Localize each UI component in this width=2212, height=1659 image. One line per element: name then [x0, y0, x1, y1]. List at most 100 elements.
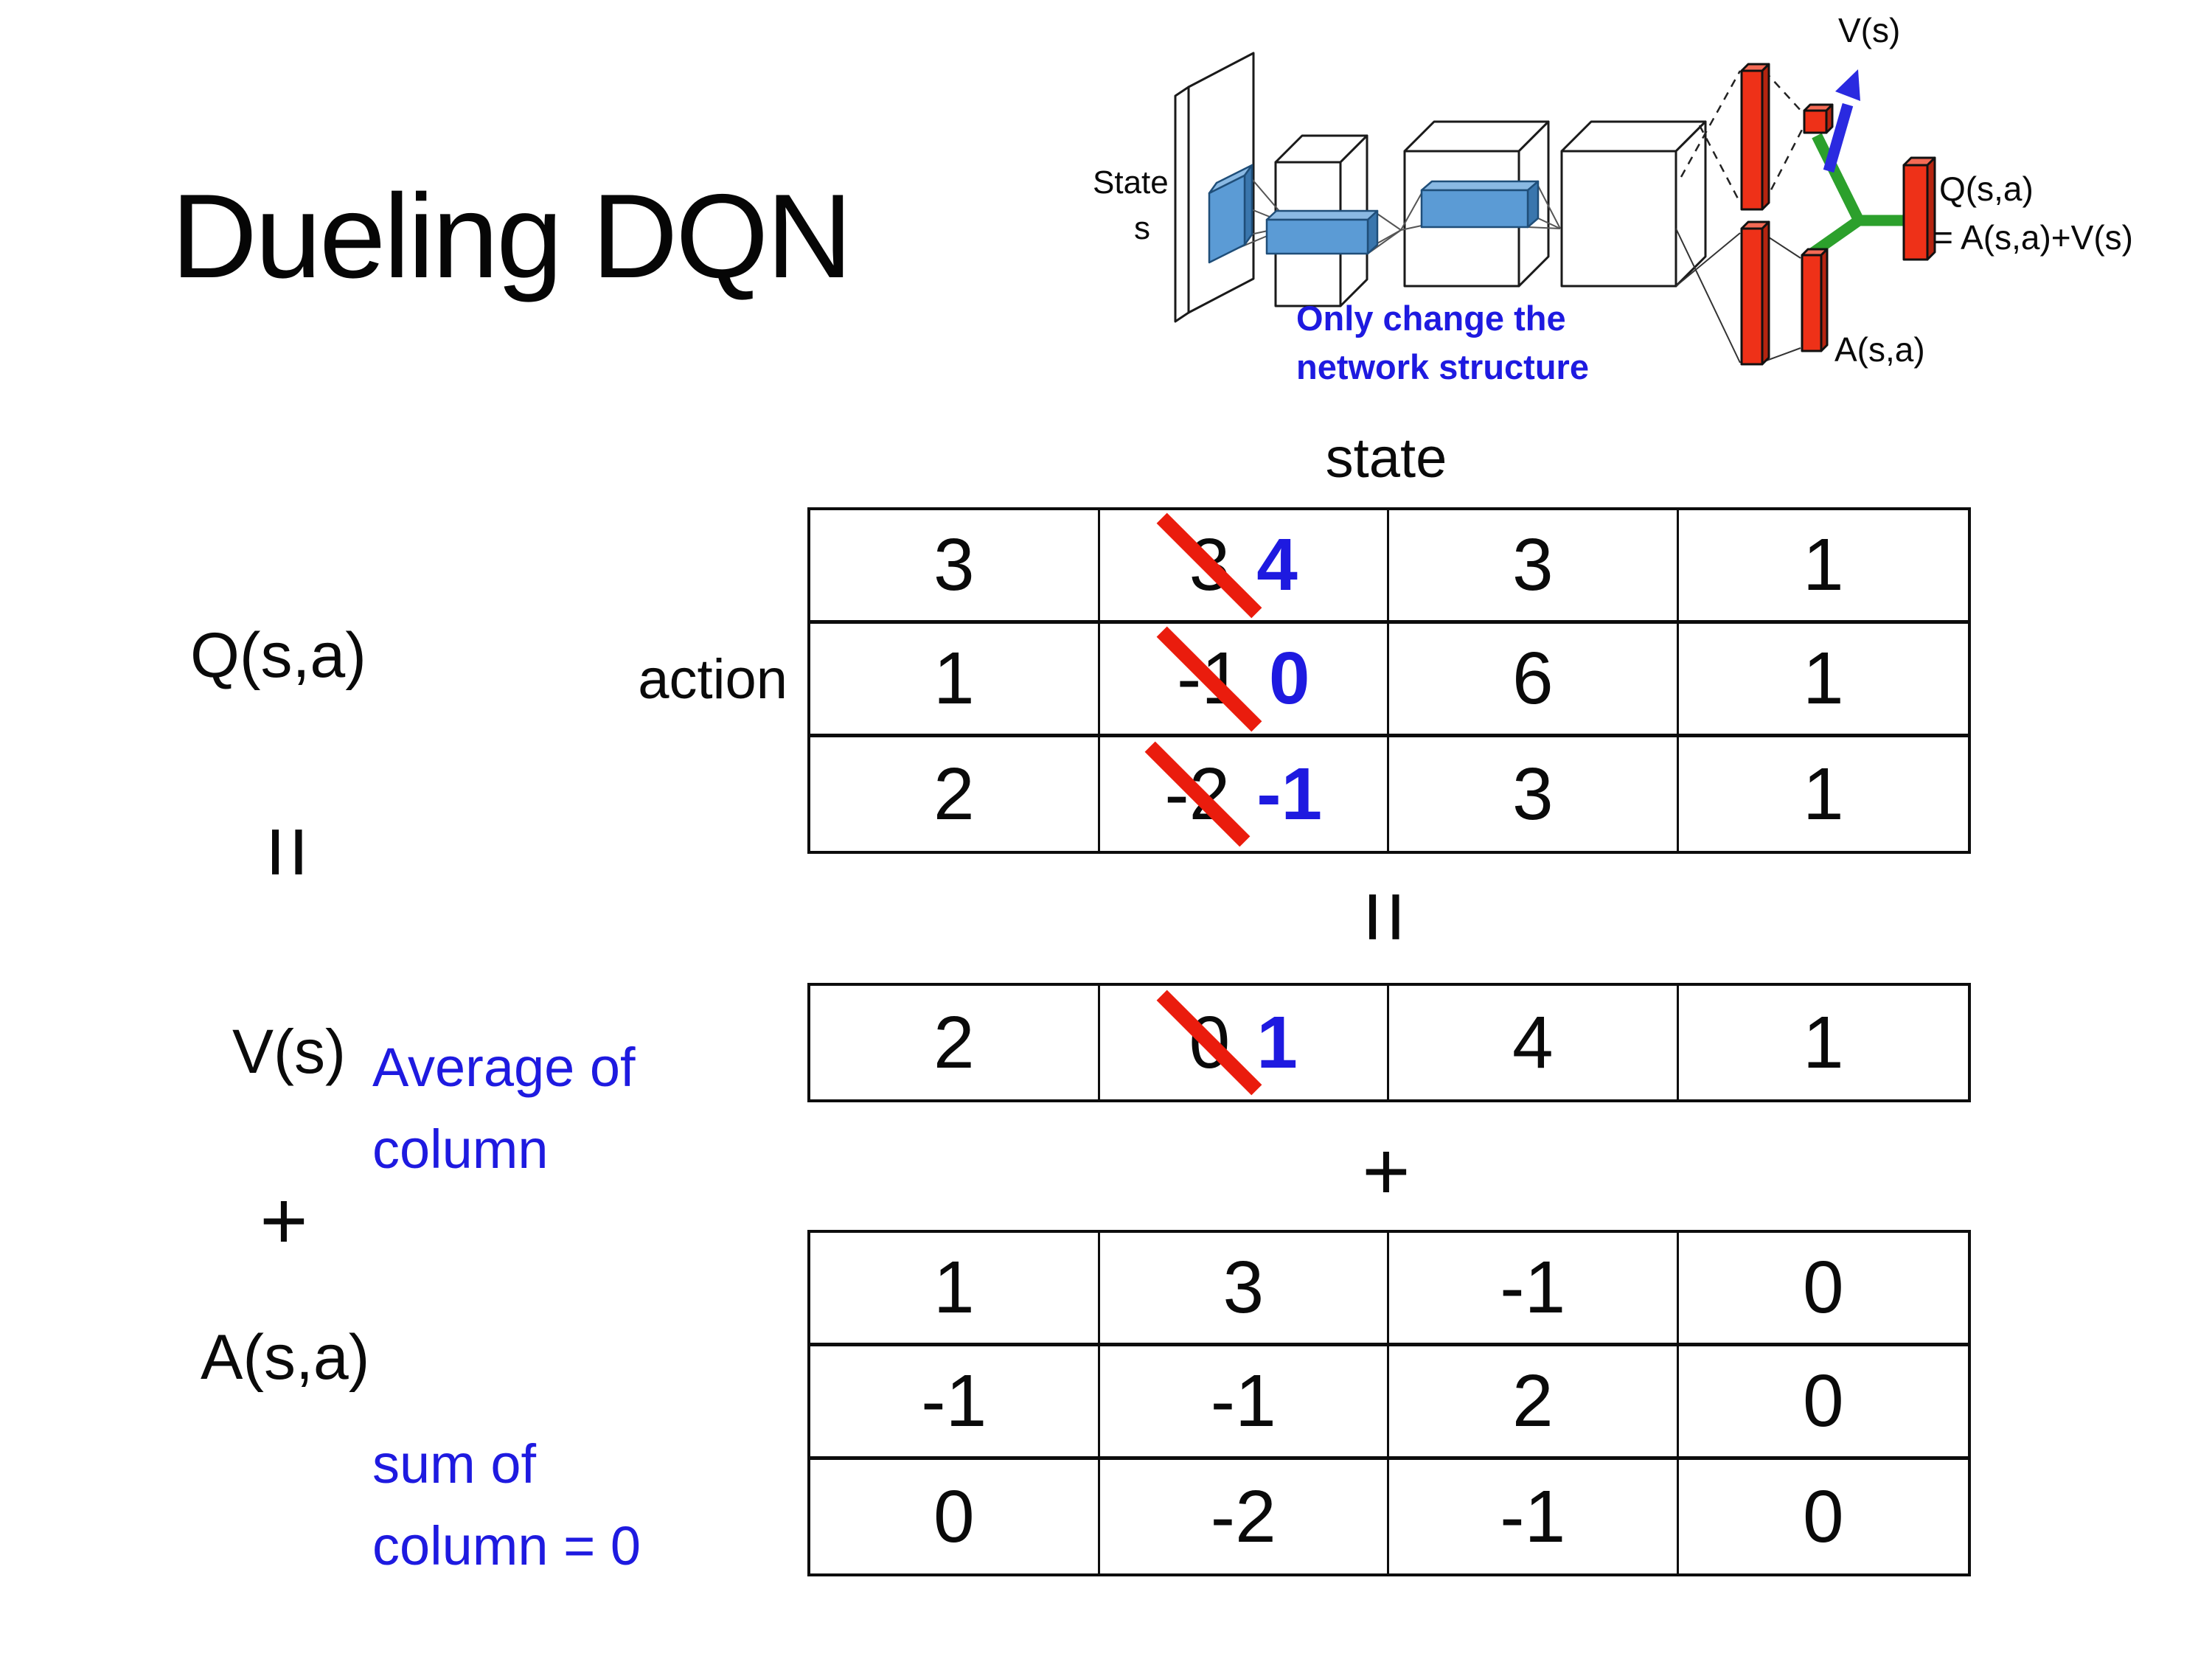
- table-cell: 3: [1099, 1233, 1389, 1346]
- table-cell: -2: [1100, 1460, 1389, 1573]
- table-cell: 1: [1679, 986, 1969, 1099]
- corrected-value: 0: [1268, 637, 1310, 720]
- cell-value: 2: [933, 1001, 975, 1084]
- table-cell: -1: [1099, 1346, 1389, 1460]
- table-cell: 0: [1678, 1233, 1968, 1346]
- sum-note-line2: column = 0: [372, 1515, 641, 1576]
- diagram-state-s-label: s: [1134, 210, 1150, 246]
- average-note-line1: Average of: [372, 1037, 636, 1098]
- cell-value: 1: [1802, 524, 1844, 606]
- diagram-note-line1: Only change the: [1296, 299, 1566, 338]
- fc-bar-advantage: [1740, 220, 1770, 366]
- cell-value: 0: [1802, 1246, 1844, 1329]
- filter-slab-1: [1208, 164, 1253, 264]
- cell-value: 6: [1512, 637, 1554, 720]
- cell-value: 1: [933, 1246, 975, 1329]
- table-cell: 6: [1389, 624, 1679, 737]
- cell-value: 3: [1222, 1246, 1265, 1329]
- cell-value: -1: [1500, 1475, 1566, 1558]
- aggregation-lines: [1808, 133, 1905, 259]
- table-cell: 3: [1389, 510, 1679, 624]
- action-header: action: [638, 648, 787, 711]
- table-cell: 0: [1678, 1346, 1968, 1460]
- corrected-value: -1: [1256, 752, 1323, 835]
- average-note: Average of column: [372, 1026, 636, 1190]
- cell-value: 4: [1512, 1001, 1554, 1084]
- table-cell: 4: [1389, 986, 1679, 1099]
- cell-value: 1: [1802, 752, 1844, 835]
- v-table: 2 0 1 4 1: [807, 983, 1971, 1102]
- average-note-line2: column: [372, 1119, 549, 1180]
- cell-value: 2: [1512, 1360, 1554, 1442]
- cell-value: 1: [1802, 637, 1844, 720]
- page-title: Dueling DQN: [171, 170, 852, 303]
- conv-box-3: [1560, 120, 1707, 288]
- cell-value: 0: [1802, 1360, 1844, 1442]
- struck-value: -2: [1144, 741, 1251, 847]
- diagram-q-formula: = A(s,a)+V(s): [1933, 218, 2133, 257]
- equals-symbol-mid: =: [1333, 889, 1436, 944]
- dashed-connections: [1680, 70, 1805, 204]
- corrected-value: 4: [1256, 524, 1298, 606]
- filter-slab-3: [1420, 180, 1540, 229]
- table-cell-corrected: -2 -1: [1100, 737, 1389, 851]
- struck-value: -1: [1157, 626, 1262, 731]
- cell-value: 0: [933, 1475, 975, 1558]
- cell-value: 1: [1802, 1001, 1844, 1084]
- table-cell: -1: [810, 1346, 1100, 1460]
- struck-value: 3: [1157, 512, 1262, 618]
- input-plane-side: [1174, 86, 1190, 323]
- a-function-label: A(s,a): [201, 1322, 370, 1393]
- table-cell: 0: [1679, 1460, 1969, 1573]
- table-cell: 1: [1678, 624, 1968, 737]
- diagram-a-output-label: A(s,a): [1834, 330, 1925, 369]
- cell-value: 2: [933, 752, 975, 835]
- network-diagram: State s V(s) Q(s,a) = A(s,a)+V(s) A(s,a)…: [1093, 11, 2133, 386]
- diagram-q-output-label: Q(s,a): [1939, 170, 2034, 208]
- equals-symbol-left: =: [236, 824, 339, 879]
- plus-symbol-mid: +: [1362, 1124, 1411, 1217]
- v-node: [1803, 103, 1834, 134]
- diagram-state-label: State: [1093, 164, 1169, 201]
- sum-note: sum of column = 0: [372, 1423, 641, 1587]
- a-vector-bar: [1801, 248, 1829, 352]
- plus-symbol-left: +: [260, 1174, 308, 1267]
- table-cell-corrected: 3 4: [1099, 510, 1389, 624]
- v-arrow-icon: [1823, 69, 1860, 173]
- table-cell: 1: [810, 1233, 1100, 1346]
- table-cell: 3: [810, 510, 1100, 624]
- cell-value: 0: [1802, 1475, 1844, 1558]
- corrected-value: 1: [1256, 1001, 1298, 1084]
- table-cell: 2: [1389, 1346, 1679, 1460]
- q-function-label: Q(s,a): [190, 620, 366, 691]
- cell-value: 1: [933, 637, 975, 720]
- a-table: 1 3 -1 0 -1 -1 2 0 0 -2 -1 0: [807, 1230, 1971, 1576]
- struck-value: 0: [1157, 990, 1262, 1096]
- table-cell: 1: [1679, 737, 1969, 851]
- cell-value: 3: [933, 524, 975, 606]
- state-header: state: [1325, 427, 1447, 490]
- table-cell-corrected: -1 0: [1099, 624, 1389, 737]
- cell-value: -1: [1500, 1246, 1566, 1329]
- fc-bar-value: [1740, 63, 1770, 211]
- sum-note-line1: sum of: [372, 1433, 537, 1495]
- cell-value: -1: [1210, 1360, 1276, 1442]
- table-cell: 1: [810, 624, 1100, 737]
- filter-slab-2: [1265, 209, 1379, 255]
- diagram-note-line2: network structure: [1296, 347, 1589, 386]
- cell-value: -2: [1210, 1475, 1276, 1558]
- diagram-v-output-label: V(s): [1838, 11, 1900, 49]
- v-function-label: V(s): [232, 1017, 346, 1086]
- cell-value: 3: [1512, 524, 1554, 606]
- table-cell: 3: [1389, 737, 1679, 851]
- table-cell: 2: [810, 986, 1100, 1099]
- solid-connections: [1675, 228, 1801, 364]
- table-cell: -1: [1389, 1233, 1679, 1346]
- table-cell: -1: [1389, 1460, 1679, 1573]
- table-cell: 1: [1678, 510, 1968, 624]
- cell-value: -1: [921, 1360, 987, 1442]
- table-cell: 2: [810, 737, 1100, 851]
- q-vector-bar: [1902, 156, 1936, 261]
- cell-value: 3: [1512, 752, 1554, 835]
